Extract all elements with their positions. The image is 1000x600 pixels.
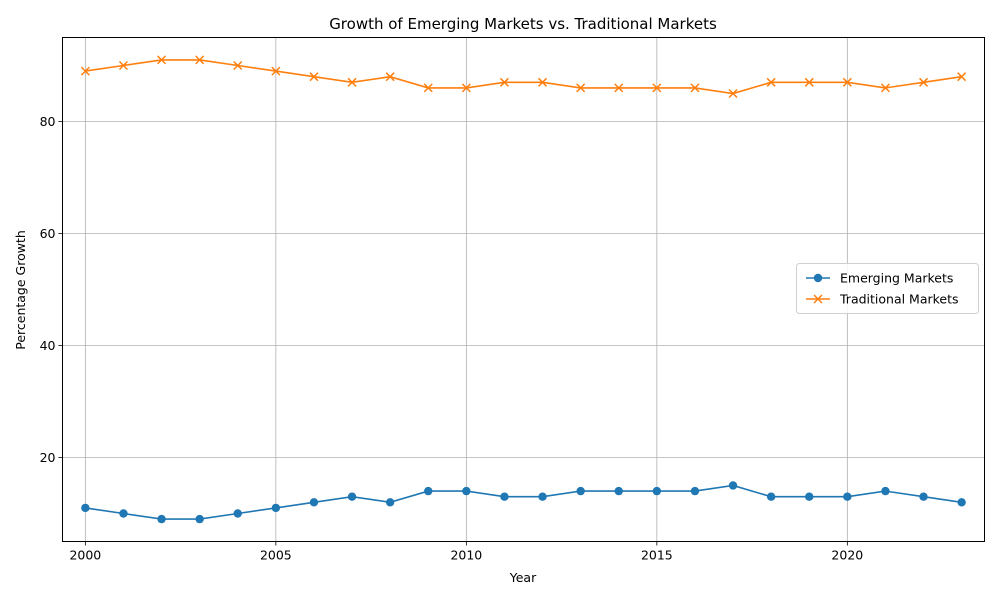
data-point: [499, 77, 509, 87]
series-line: [85, 59, 962, 95]
data-point: [652, 83, 662, 93]
data-point: [233, 509, 242, 518]
data-point: [690, 83, 700, 93]
grid: [62, 37, 985, 542]
data-point: [195, 514, 204, 524]
data-point: [538, 77, 548, 87]
legend-label-emerging: Emerging Markets: [840, 271, 953, 286]
y-tick-label: 20: [40, 450, 56, 465]
data-point: [119, 509, 128, 518]
data-point: [233, 60, 243, 71]
legend-label-traditional: Traditional Markets: [839, 292, 959, 307]
y-axis-title: Percentage Growth: [13, 230, 28, 350]
data-point: [576, 83, 586, 93]
series-layer: [80, 55, 967, 524]
data-point: [957, 72, 967, 82]
legend: Emerging Markets Traditional Markets: [796, 263, 979, 314]
data-point: [728, 481, 738, 490]
data-point: [576, 486, 585, 496]
data-point: [157, 55, 167, 65]
data-point: [843, 492, 852, 501]
data-point: [919, 492, 928, 501]
data-point: [81, 503, 90, 513]
data-point: [309, 72, 319, 82]
data-point: [385, 498, 395, 507]
data-point: [309, 498, 319, 507]
data-point: [462, 486, 471, 496]
data-point: [271, 503, 281, 513]
data-point: [804, 77, 814, 87]
x-tick-label: 2005: [260, 548, 292, 563]
data-point: [347, 77, 357, 87]
chart-title: Growth of Emerging Markets vs. Tradition…: [329, 15, 717, 33]
series-traditional-markets: [80, 55, 967, 99]
data-point: [423, 83, 433, 93]
y-tick-label: 60: [40, 226, 56, 241]
x-tick-label: 2000: [69, 548, 101, 563]
x-axis-title: Year: [509, 570, 537, 585]
y-tick-label: 80: [40, 114, 56, 129]
series-emerging-markets: [81, 481, 966, 524]
x-tick-label: 2020: [831, 548, 863, 563]
data-point: [957, 498, 966, 507]
data-point: [461, 83, 471, 93]
x-tick-label: 2010: [450, 548, 482, 563]
data-point: [728, 88, 738, 99]
y-tick-label: 40: [40, 338, 56, 353]
data-point: [766, 77, 776, 87]
data-point: [919, 77, 929, 87]
data-point: [842, 77, 852, 87]
data-point: [347, 492, 357, 501]
data-point: [385, 72, 395, 82]
legend-marker-emerging: [813, 273, 823, 283]
data-point: [766, 492, 776, 501]
data-point: [690, 486, 700, 496]
data-point: [195, 55, 205, 65]
data-point: [805, 492, 814, 501]
data-point: [424, 486, 433, 496]
data-point: [80, 66, 90, 76]
data-point: [652, 486, 662, 496]
legend-marker-traditional: [813, 294, 823, 304]
data-point: [500, 492, 509, 501]
data-point: [271, 66, 281, 76]
x-tick-label: 2015: [641, 548, 673, 563]
data-point: [157, 514, 166, 524]
legend-box: [796, 263, 979, 314]
series-line: [85, 484, 962, 520]
plot-frame: [62, 37, 985, 542]
data-point: [614, 83, 624, 93]
data-point: [880, 83, 890, 93]
data-point: [538, 492, 547, 501]
data-point: [118, 60, 128, 71]
data-point: [614, 486, 623, 496]
data-point: [881, 486, 890, 496]
